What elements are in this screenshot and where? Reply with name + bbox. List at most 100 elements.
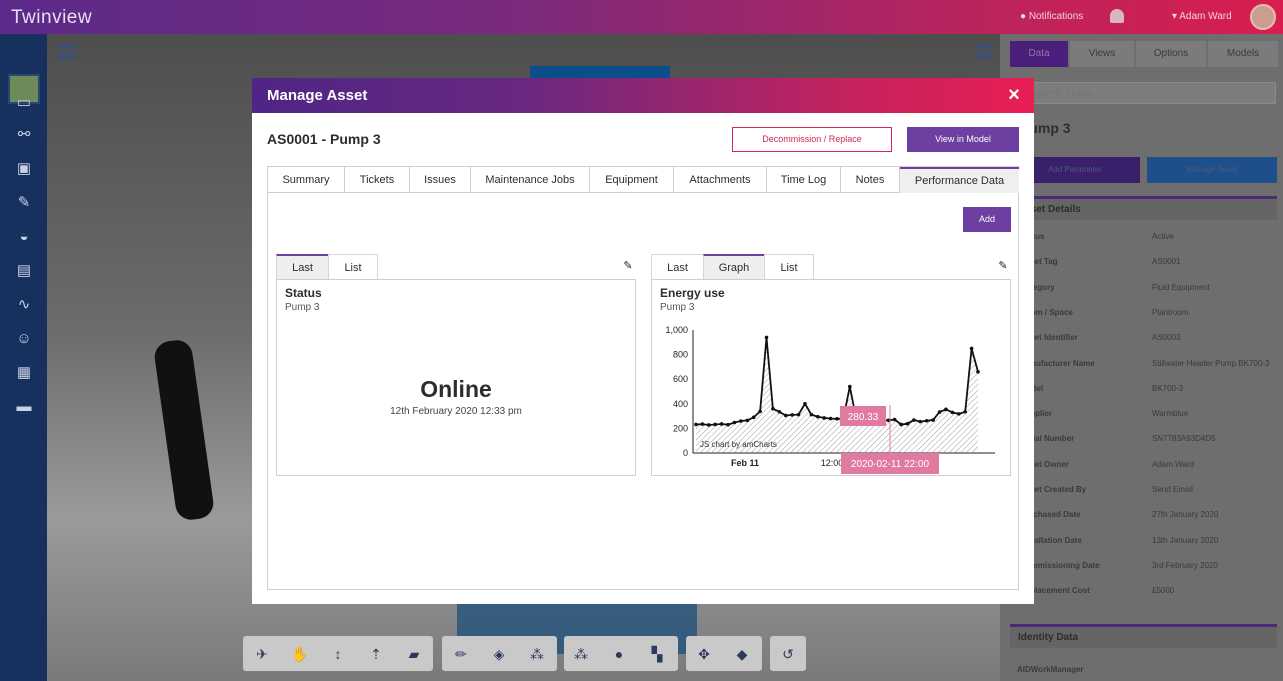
measure-icon[interactable]: ✏ [455,646,467,662]
list-item: AIDWorkManager [1017,657,1277,681]
energy-tab-graph[interactable]: Graph [703,254,765,280]
bell-icon[interactable] [1110,9,1124,23]
search-input[interactable] [1020,82,1276,104]
energy-tab-list[interactable]: List [764,254,814,280]
asset-details-header[interactable]: Asset Details [1010,196,1277,220]
chat-icon[interactable]: ▬ [16,398,32,415]
orbit-icon[interactable]: ✈ [256,646,268,662]
wrench-icon[interactable]: ✎ [17,194,31,211]
table-row: Room / Space Plantroom [1020,300,1277,325]
link-icon[interactable]: ⚯ [17,126,31,143]
table-row: Asset Created By Send Email [1020,477,1277,502]
manage-asset-button[interactable]: Manage Asset [1147,157,1277,183]
table-row: ModelBK700-3 [1020,376,1277,401]
data-point [963,409,967,414]
table-row: Installation Date 13th January 2020 [1020,528,1277,553]
camera-icon[interactable]: ▰ [408,646,420,662]
y-tick-label: 0 [683,448,688,458]
data-point [937,410,942,414]
data-point [815,414,820,419]
tab-maintenance-jobs[interactable]: Maintenance Jobs [471,167,590,193]
people-icon[interactable]: ☺ [16,330,32,347]
tab-views[interactable]: Views [1070,41,1134,67]
avatar[interactable] [1250,4,1276,30]
x-tick-label: 12:00 [821,458,844,468]
add-button[interactable]: Add [963,207,1011,232]
notifications-link[interactable]: ● Notifications [1020,11,1084,22]
data-point [848,384,852,389]
data-point [950,410,955,415]
section-icon[interactable]: ◈ [493,646,505,662]
explode-icon[interactable]: ⁂ [530,646,544,662]
folder-icon[interactable]: ▭ [16,94,32,111]
app-logo[interactable]: Twinview [11,7,93,28]
status-tab-list[interactable]: List [328,254,378,280]
edit-pencil-icon[interactable]: ✎ [998,260,1008,272]
tab-models[interactable]: Models [1208,41,1278,67]
zoom-icon[interactable]: ↕ [334,646,342,662]
data-point [758,409,762,414]
energy-chart[interactable]: 0 200 400 600 800 1,000 JS chart by amCharts Fe… [652,280,1010,475]
data-point [771,406,775,411]
left-navigation-rail: ▭ ⚯ ▣ ✎ ◒ ▤ ∿ ☺ ▦ ▬ [0,34,47,681]
tab-notes[interactable]: Notes [841,167,900,193]
right-panel-tabs: Data Views Options Models [1000,41,1283,67]
model-thumbnail[interactable] [8,74,40,104]
series-area [696,337,978,453]
tab-summary[interactable]: Summary [268,167,345,193]
settings-panel-icon[interactable]: ▦ [16,364,32,381]
decommission-replace-button[interactable]: Decommission / Replace [732,127,892,152]
panel-toggle-icon[interactable] [975,45,993,59]
move-icon[interactable]: ✥ [698,646,710,662]
hamburger-menu-icon[interactable] [58,45,76,59]
edit-pencil-icon[interactable]: ✎ [623,260,633,272]
tab-issues[interactable]: Issues [410,167,471,193]
tab-options[interactable]: Options [1136,41,1206,67]
pan-icon[interactable]: ✋ [291,646,309,662]
row-value: 3rd February 2020 [1152,560,1218,570]
tab-attachments[interactable]: Attachments [674,167,767,193]
user-menu[interactable]: ▾ Adam Ward [1172,11,1232,22]
reset-icon[interactable]: ↺ [782,646,794,662]
scene-object [152,338,216,522]
analytics-icon[interactable]: ∿ [17,296,31,313]
widget-title: Energy use [660,286,725,300]
dashboard-icon[interactable]: ◒ [19,228,29,245]
properties-icon[interactable]: ● [614,646,624,662]
chart-credit: JS chart by amCharts [700,440,777,449]
row-value: Active [1152,232,1174,241]
energy-tab-last[interactable]: Last [651,254,704,280]
view-in-model-button[interactable]: View in Model [907,127,1019,152]
table-row: Asset Owner Adam Ward [1020,452,1277,477]
data-point [777,409,782,414]
close-icon[interactable]: × [1008,84,1020,106]
tab-equipment[interactable]: Equipment [590,167,674,193]
asset-name: AS0001 - Pump 3 [267,131,381,147]
row-value: BK700-3 [1152,383,1184,393]
viewer-toolbar-measure: ✏ ◈ ⁂ [442,636,557,671]
tooltip-date: 2020-02-11 22:00 [851,459,930,470]
status-value: Online [420,376,492,402]
tab-tickets[interactable]: Tickets [345,167,410,193]
cube-icon[interactable]: ◆ [736,646,748,662]
chart-icon[interactable]: ▤ [16,262,32,279]
modal-title: Manage Asset [267,87,368,104]
tab-performance-data[interactable]: Performance Data [900,167,1019,193]
structure-icon[interactable]: ⁂ [574,646,588,662]
manage-asset-modal: Manage Asset × AS0001 - Pump 3 Decommiss… [252,78,1034,604]
walk-icon[interactable]: ⇡ [370,646,382,662]
data-point [707,423,711,427]
layers-icon[interactable]: ▚ [651,646,663,662]
table-row: Category Fluid Equipment [1020,275,1277,300]
tab-time-log[interactable]: Time Log [767,167,841,193]
data-point [924,418,929,423]
tab-data[interactable]: Data [1010,41,1068,67]
data-point [694,422,698,427]
status-tab-last[interactable]: Last [276,254,329,280]
image-icon[interactable]: ▣ [16,160,32,177]
data-point [764,335,769,340]
row-label: Category [1020,282,1055,292]
data-point [739,419,743,423]
identity-data-header[interactable]: Identity Data [1010,624,1277,648]
row-value[interactable]: Send Email [1152,485,1193,494]
